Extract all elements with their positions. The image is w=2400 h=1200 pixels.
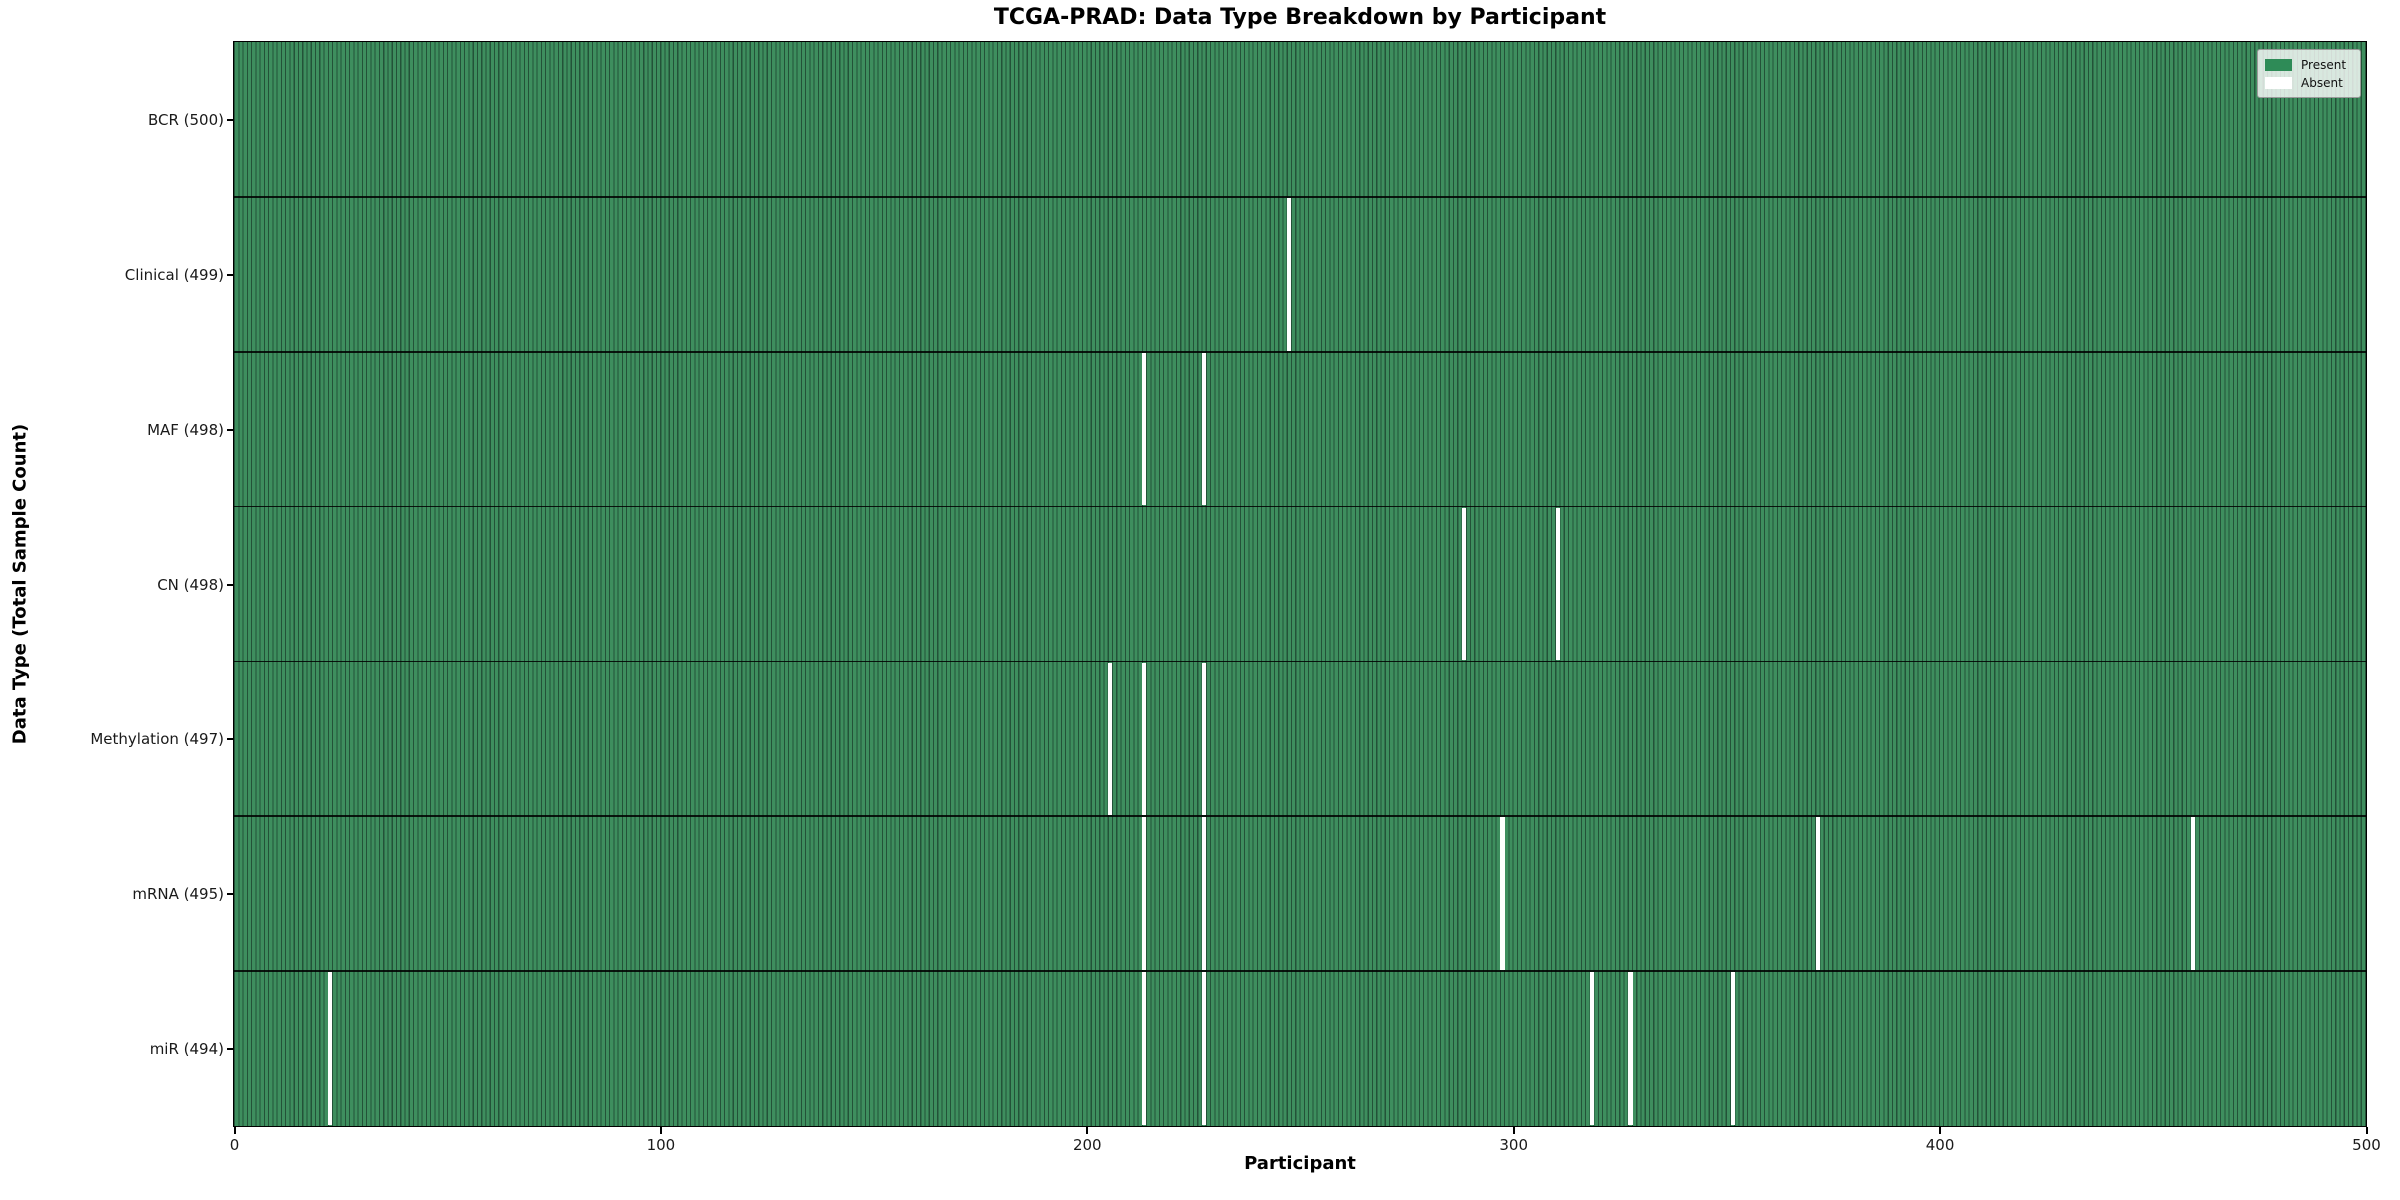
y-tick-mark-mRNA <box>227 893 233 896</box>
absent-swatch-icon <box>2265 77 2292 89</box>
x-tick-mark-200 <box>1086 1127 1089 1134</box>
y-tick-mark-MAF <box>227 428 233 431</box>
absent-gap-Methylation-213 <box>1142 662 1147 816</box>
x-tick-label-300: 300 <box>1499 1136 1528 1154</box>
y-tick-label-Clinical: Clinical (499) <box>124 265 224 284</box>
legend-label-present: Present <box>2301 58 2347 72</box>
absent-gap-mRNA-213 <box>1142 817 1147 970</box>
row-separator <box>234 350 2366 353</box>
absent-gap-Methylation-205 <box>1108 662 1113 816</box>
row-separator <box>234 970 2366 972</box>
row-separator <box>234 815 2366 818</box>
x-axis-label: Participant <box>1244 1153 1356 1174</box>
x-tick-label-100: 100 <box>646 1136 676 1154</box>
row-separator <box>234 505 2366 508</box>
absent-gap-miR-351 <box>1730 972 1735 1125</box>
y-tick-label-mRNA: mRNA (495) <box>132 885 224 904</box>
absent-gap-miR-22 <box>327 972 333 1125</box>
present-swatch-icon <box>2265 59 2292 71</box>
x-tick-mark-400 <box>1939 1127 1942 1134</box>
absent-gap-miR-318 <box>1589 972 1595 1125</box>
y-tick-mark-BCR <box>227 118 233 121</box>
x-tick-label-200: 200 <box>1072 1136 1102 1154</box>
absent-gap-CN-288 <box>1462 507 1467 661</box>
x-tick-mark-100 <box>659 1127 662 1134</box>
absent-gap-MAF-213 <box>1142 352 1147 506</box>
y-tick-label-Methylation: Methylation (497) <box>90 730 224 749</box>
y-tick-mark-CN <box>227 583 233 586</box>
absent-gap-mRNA-297 <box>1500 817 1505 970</box>
absent-gap-Clinical-247 <box>1287 198 1292 351</box>
row-separator <box>234 660 2366 663</box>
legend: Present Absent <box>2257 49 2361 98</box>
y-tick-mark-miR <box>227 1048 233 1051</box>
y-tick-mark-Methylation <box>227 738 233 741</box>
x-tick-label-0: 0 <box>229 1136 240 1154</box>
x-tick-mark-300 <box>1512 1127 1515 1134</box>
absent-gap-miR-227 <box>1201 972 1207 1125</box>
y-tick-mark-Clinical <box>227 273 233 276</box>
absent-gap-mRNA-371 <box>1815 817 1821 970</box>
x-tick-label-400: 400 <box>1925 1136 1955 1154</box>
x-tick-label-500: 500 <box>2352 1136 2381 1154</box>
y-tick-label-MAF: MAF (498) <box>147 420 224 439</box>
y-tick-label-BCR: BCR (500) <box>147 110 224 129</box>
absent-gap-Methylation-227 <box>1201 662 1207 816</box>
absent-gap-mRNA-459 <box>2191 817 2196 970</box>
legend-item-present: Present <box>2265 56 2352 74</box>
chart-title: TCGA-PRAD: Data Type Breakdown by Partic… <box>993 5 1607 30</box>
absent-gap-CN-310 <box>1555 507 1561 661</box>
y-tick-label-CN: CN (498) <box>157 575 224 594</box>
x-tick-mark-500 <box>2365 1127 2368 1134</box>
x-tick-mark-0 <box>233 1127 236 1134</box>
absent-gap-miR-213 <box>1142 972 1147 1125</box>
legend-item-absent: Absent <box>2265 74 2352 92</box>
row-separator <box>234 196 2366 198</box>
plot-area <box>233 41 2367 1127</box>
y-tick-label-miR: miR (494) <box>149 1040 224 1059</box>
legend-label-absent: Absent <box>2301 76 2343 90</box>
absent-gap-miR-327 <box>1628 972 1633 1125</box>
absent-gap-MAF-227 <box>1201 352 1207 506</box>
absent-gap-mRNA-227 <box>1201 817 1207 970</box>
